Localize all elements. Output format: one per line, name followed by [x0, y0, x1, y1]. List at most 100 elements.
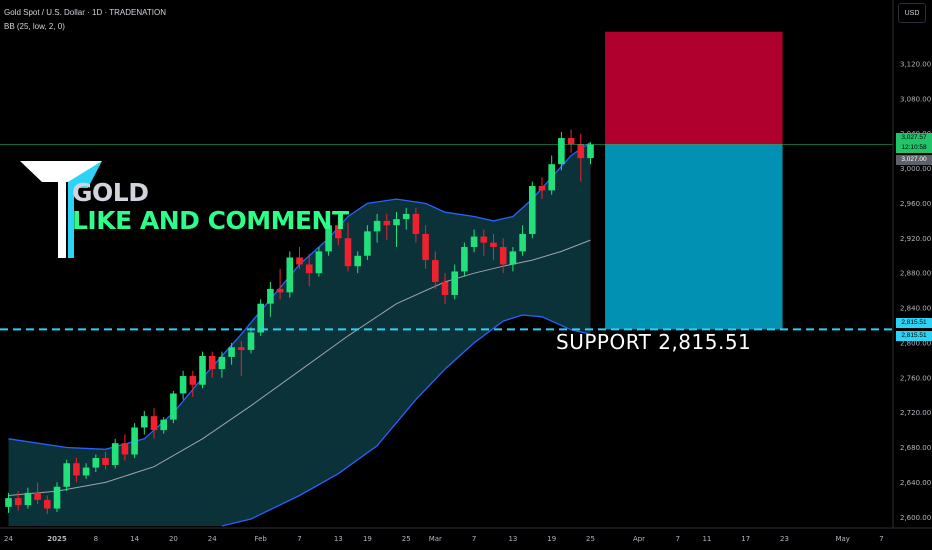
y-tick-label: 2,680.00	[900, 444, 931, 452]
y-tick-label: 2,960.00	[900, 200, 931, 208]
countdown-tag: 12:10:58	[896, 143, 932, 153]
candle-body	[267, 288, 274, 304]
candle-body	[529, 186, 536, 234]
y-tick-label: 2,720.00	[900, 409, 931, 417]
support-price-tag-a: 2,815.51	[896, 318, 932, 328]
candle-body	[5, 498, 12, 507]
candle-body	[335, 225, 342, 239]
x-tick-label: Apr	[633, 535, 645, 543]
x-tick-label: 25	[402, 535, 411, 543]
candle-body	[247, 332, 255, 350]
y-tick-label: 3,120.00	[900, 60, 931, 68]
x-tick-label: 24	[4, 535, 13, 543]
candle-body	[44, 499, 51, 509]
candle-body	[461, 247, 468, 272]
candle-body	[199, 356, 206, 385]
candle-body	[519, 233, 526, 252]
candle-body	[189, 376, 197, 385]
chart-title: Gold Spot / U.S. Dollar · 1D · TRADENATI…	[4, 8, 166, 17]
brand-logo-icon	[20, 161, 102, 258]
candle-body	[538, 186, 546, 191]
candle-body	[548, 164, 555, 191]
y-tick-label: 2,760.00	[900, 374, 931, 382]
x-tick-label: Mar	[429, 535, 442, 543]
candle-body	[480, 236, 488, 243]
price-lines	[0, 144, 893, 331]
y-tick-label: 2,640.00	[900, 479, 931, 487]
x-tick-label: 17	[741, 535, 750, 543]
candle-body	[393, 219, 400, 226]
time-axis-bg	[0, 528, 932, 550]
candle-body	[364, 231, 371, 256]
candle-body	[276, 288, 284, 293]
candle-body	[383, 220, 391, 226]
candlesticks	[5, 129, 594, 514]
candle-body	[315, 251, 323, 274]
candle-body	[111, 443, 119, 465]
candle-body	[286, 257, 294, 293]
x-tick-label: May	[835, 535, 849, 543]
candle-body	[238, 347, 245, 350]
x-tick-label: 25	[586, 535, 595, 543]
candle-body	[490, 242, 497, 248]
open-price-tag: 3,027.00	[896, 155, 932, 165]
candle-body	[509, 251, 517, 265]
y-tick-label: 2,600.00	[900, 514, 931, 522]
candle-body	[179, 376, 187, 394]
current-price-tag: 3,027.57	[896, 133, 932, 143]
risk-reward-zones	[605, 31, 783, 330]
candle-body	[141, 416, 148, 428]
x-tick-label: 13	[334, 535, 343, 543]
support-label: SUPPORT 2,815.51	[556, 330, 752, 354]
candle-body	[53, 486, 61, 509]
x-tick-label: 8	[94, 535, 98, 543]
candle-body	[24, 492, 32, 506]
brand-word-gold: GOLD	[72, 178, 149, 207]
candle-body	[14, 498, 22, 506]
x-tick-label: 7	[676, 535, 680, 543]
x-tick-label: 14	[130, 535, 139, 543]
candle-body	[441, 281, 449, 295]
candle-body	[558, 138, 565, 165]
support-price-tag-b: 2,815.51	[896, 331, 932, 341]
candle-body	[131, 427, 138, 455]
currency-button[interactable]: USD	[898, 3, 926, 23]
candle-body	[577, 144, 585, 159]
indicator-label: BB (25, low, 2, 0)	[4, 22, 65, 31]
candle-body	[412, 213, 420, 234]
stop-zone	[605, 144, 783, 330]
bb-basis-line	[8, 239, 591, 496]
x-tick-label: 7	[297, 535, 301, 543]
candle-body	[373, 220, 381, 232]
candle-body	[470, 236, 478, 248]
candle-body	[121, 443, 129, 455]
bb-lower-line	[221, 314, 591, 527]
candle-body	[587, 144, 594, 159]
candle-body	[325, 225, 332, 252]
x-tick-label: 7	[472, 535, 476, 543]
candle-body	[73, 463, 80, 476]
candle-body	[257, 303, 264, 333]
target-zone	[605, 31, 783, 145]
x-tick-label: 2025	[47, 535, 67, 543]
candle-body	[170, 393, 177, 420]
y-tick-label: 3,000.00	[900, 165, 931, 173]
candle-body	[354, 255, 361, 267]
candle-body	[92, 458, 100, 468]
bb-upper-line	[8, 141, 591, 450]
candle-body	[422, 233, 429, 261]
candle-body	[305, 264, 313, 274]
candle-body	[208, 356, 216, 370]
x-tick-label: 7	[879, 535, 883, 543]
x-tick-label: 11	[702, 535, 711, 543]
price-axis-bg	[893, 0, 932, 550]
candle-body	[82, 467, 90, 476]
candle-body	[432, 260, 439, 282]
x-tick-label: 23	[780, 535, 789, 543]
y-tick-label: 2,800.00	[900, 339, 931, 347]
candle-body	[228, 347, 235, 357]
x-tick-label: 19	[363, 535, 372, 543]
y-tick-label: 2,920.00	[900, 235, 931, 243]
y-tick-label: 2,840.00	[900, 305, 931, 313]
